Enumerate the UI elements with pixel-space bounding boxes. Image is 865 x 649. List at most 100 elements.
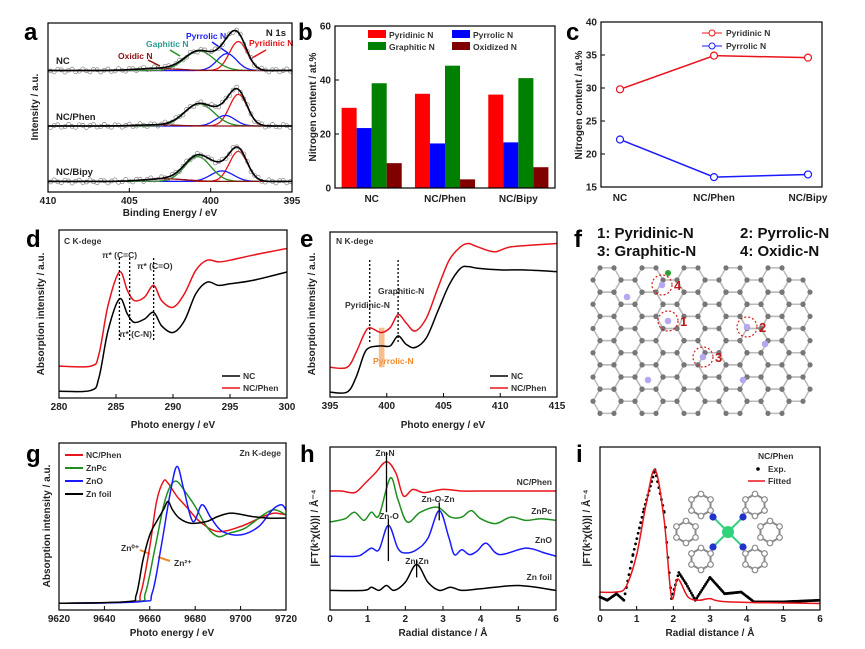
carbon-atom — [639, 362, 645, 368]
f-site-markers — [651, 274, 758, 368]
exp-data-point — [699, 590, 702, 594]
carbon-atom — [786, 325, 792, 332]
carbon-atom — [742, 550, 749, 557]
site-number-3: 3 — [715, 350, 722, 365]
g-title: Zn K-dege — [239, 448, 281, 458]
carbon-atom — [660, 350, 666, 356]
x-tick-label: 400 — [202, 196, 219, 207]
carbon-atom — [611, 338, 617, 344]
series-line-znpc — [58, 480, 287, 605]
legend-label: ZnPc — [86, 463, 107, 473]
carbon-atom — [688, 550, 695, 557]
exp-data-point — [630, 560, 633, 564]
carbon-atom — [702, 325, 708, 332]
y-tick-label: 35 — [586, 51, 598, 62]
carbon-atom — [618, 325, 624, 332]
i-ylabel: |FT(k³χ(k))| / Å⁻⁴ — [580, 489, 593, 566]
carbon-atom — [639, 338, 645, 344]
series-line-fitted — [599, 469, 821, 605]
carbon-atom — [590, 277, 596, 283]
carbon-atom — [674, 374, 680, 380]
carbon-atom — [786, 277, 792, 283]
bar-graphitic-n — [371, 83, 387, 188]
data-point — [280, 178, 286, 183]
panel-label-d: d — [26, 226, 41, 253]
carbon-atom — [737, 362, 743, 368]
x-category-label: NC — [613, 193, 627, 204]
exp-data-point — [676, 574, 680, 578]
carbon-atom — [590, 374, 596, 380]
bar-pyridinic-n — [414, 93, 430, 188]
legend-label: Pyrrolic N — [726, 41, 766, 51]
panel-c-plot — [615, 51, 813, 182]
exp-data-point — [684, 582, 688, 586]
exp-data-point — [696, 594, 700, 598]
carbon-atom — [716, 350, 722, 356]
i-title: NC/Phen — [758, 451, 793, 461]
legend-label: NC/Phen — [86, 450, 121, 460]
legend-marker — [708, 42, 716, 50]
nitrogen-atom — [658, 281, 666, 289]
exp-data-point — [622, 598, 626, 602]
carbon-atom — [716, 301, 722, 307]
panel-a-plot — [48, 27, 293, 186]
site-number-4: 4 — [674, 278, 682, 293]
series-line-nc-phen — [329, 242, 558, 370]
carbon-atom — [776, 523, 783, 530]
carbon-atom — [779, 265, 785, 271]
carbon-atom — [737, 410, 743, 416]
panel-c-axes: 15 20 25 30 35 40 NC NC/Phen NC/Bipy — [586, 18, 828, 205]
y-tick-label: 60 — [320, 22, 332, 33]
y-tick-label: 40 — [320, 76, 332, 87]
h-ylabel: |FT(k³χ(k))| / Å⁻⁴ — [308, 489, 321, 566]
a-annotation-arrows — [147, 41, 267, 67]
legend-label: NC/Phen — [243, 383, 278, 393]
carbon-atom — [681, 410, 687, 416]
carbon-atom — [807, 338, 813, 344]
carbon-atom — [597, 362, 603, 368]
carbon-atom — [742, 561, 749, 568]
nitrogen-atom — [664, 317, 672, 325]
carbon-atom — [765, 362, 771, 368]
panel-i-axes: 0 1 2 3 4 5 6 — [597, 446, 823, 625]
carbon-atom — [766, 517, 774, 525]
bar-pyridinic-n — [488, 94, 504, 188]
exp-data-point — [627, 573, 631, 577]
series-line-znpc — [329, 477, 557, 525]
bar-pyrrolic-n — [429, 143, 445, 188]
carbon-atom — [751, 566, 759, 574]
panel-label-i: i — [576, 441, 583, 468]
exp-data-point — [635, 537, 639, 541]
x-tick-label: 410 — [492, 401, 509, 412]
a-xlabel: Binding Energy / eV — [123, 208, 218, 219]
bar-oxidized-n — [460, 179, 476, 188]
carbon-atom — [681, 289, 687, 295]
carbon-atom — [611, 289, 617, 295]
x-tick-label: 280 — [51, 402, 68, 413]
carbon-atom — [653, 386, 659, 392]
exp-data-point — [689, 591, 693, 595]
data-point — [134, 176, 139, 182]
x-tick-label: 285 — [108, 402, 125, 413]
exp-data-point — [687, 587, 691, 590]
bar-pyrrolic-n — [503, 142, 519, 188]
carbon-atom — [751, 490, 759, 498]
carbon-atom — [765, 265, 771, 271]
c-c-bond-ring — [781, 327, 811, 354]
y-tick-label: 20 — [320, 130, 332, 141]
plot-frame — [599, 446, 821, 611]
carbon-atom — [697, 490, 705, 498]
carbon-atom — [660, 301, 666, 307]
carbon-atom — [639, 265, 645, 271]
carbon-atom — [742, 507, 749, 514]
x-tick-label: 415 — [549, 401, 566, 412]
bar-graphitic-n — [445, 65, 461, 188]
d-ann-cc: π* (C=C) — [102, 250, 137, 260]
bar-pyrrolic-n — [356, 128, 372, 188]
carbon-atom — [653, 313, 659, 319]
d-xlabel: Photo energy / eV — [131, 420, 216, 431]
legend-swatch-pyridinic — [368, 30, 386, 38]
f-legend-2: 2: Pyrrolic-N — [740, 225, 829, 242]
carbon-atom — [723, 338, 729, 344]
carbon-atom — [695, 338, 701, 344]
